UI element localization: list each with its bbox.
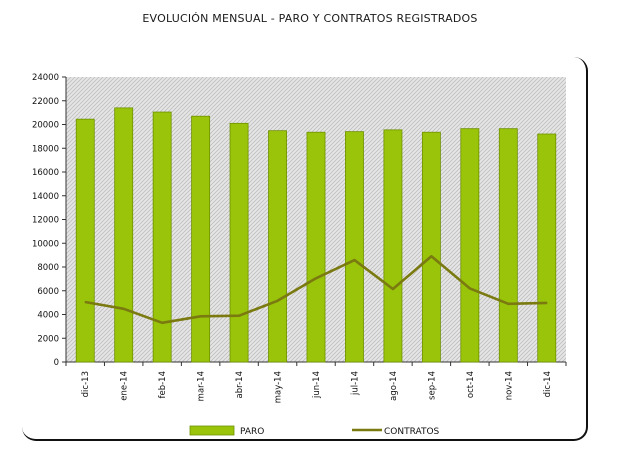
paro-bar — [229, 122, 249, 363]
x-tick-label: dic-14 — [543, 371, 553, 397]
paro-bar — [460, 128, 480, 363]
y-tick-label: 18000 — [32, 144, 59, 154]
paro-bar — [75, 118, 95, 363]
y-tick-label: 16000 — [32, 168, 59, 178]
paro-bar — [537, 133, 557, 363]
paro-bar — [421, 131, 441, 363]
x-tick-label: mar-14 — [197, 371, 207, 401]
x-axis-ticks: dic-13 ene-14 feb-14 mar-14 abr-14 may-14 jun-… — [65, 362, 567, 403]
x-tick-label: ago-14 — [389, 371, 399, 401]
y-tick-label: 22000 — [32, 97, 59, 107]
chart-frame — [22, 57, 588, 441]
x-tick-label: dic-13 — [81, 371, 91, 397]
y-tick-label: 20000 — [32, 121, 59, 131]
paro-bar — [498, 128, 518, 363]
y-axis-ticks: 0 2000 4000 6000 8000 10000 12000 14000 16000 180… — [32, 73, 66, 368]
y-tick-label: 10000 — [32, 239, 59, 249]
paro-bar — [306, 131, 326, 363]
y-tick-label: 6000 — [37, 287, 59, 297]
contratos-point — [430, 255, 433, 258]
contratos-line-group — [84, 254, 548, 325]
x-tick-label: sep-14 — [427, 371, 437, 400]
x-tick-label: ene-14 — [120, 371, 130, 401]
paro-bar — [152, 111, 172, 363]
y-tick-label: 2000 — [37, 334, 59, 344]
x-tick-label: oct-14 — [466, 371, 476, 398]
y-tick-label: 24000 — [32, 73, 59, 83]
x-tick-label: jul-14 — [350, 371, 360, 396]
contratos-point — [392, 288, 394, 290]
contratos-point — [507, 303, 510, 305]
contratos-point — [545, 302, 548, 304]
x-tick-label: feb-14 — [158, 371, 168, 399]
contratos-point — [276, 300, 279, 302]
legend-contratos-label: CONTRATOS — [384, 427, 440, 437]
y-tick-label: 8000 — [37, 263, 59, 273]
paro-bar — [268, 130, 287, 363]
x-tick-label: jun-14 — [312, 371, 322, 399]
contratos-point — [84, 301, 87, 303]
x-tick-label: may-14 — [274, 371, 284, 403]
legend-paro-swatch — [189, 425, 235, 436]
paro-bar — [383, 129, 403, 363]
paro-bars — [75, 107, 557, 363]
x-tick-label: abr-14 — [235, 371, 245, 398]
legend-paro-label: PARO — [240, 427, 264, 437]
y-tick-label: 4000 — [37, 311, 59, 321]
contratos-point — [315, 277, 317, 280]
contratos-point — [469, 287, 471, 290]
paro-bar — [114, 107, 134, 363]
paro-bar — [345, 131, 364, 363]
paro-bar — [191, 115, 211, 363]
contratos-point — [353, 259, 356, 261]
x-tick-label: nov-14 — [504, 371, 514, 400]
y-tick-label: 0 — [54, 358, 59, 368]
contratos-point — [199, 315, 202, 318]
y-tick-label: 14000 — [32, 192, 59, 202]
contratos-point — [122, 308, 125, 310]
contratos-point — [238, 314, 240, 317]
y-tick-label: 12000 — [32, 216, 59, 226]
contratos-point — [161, 322, 163, 324]
chart-title: EVOLUCIÓN MENSUAL - PARO Y CONTRATOS REG… — [142, 12, 478, 25]
legend: PARO CONTRATOS — [189, 425, 440, 437]
